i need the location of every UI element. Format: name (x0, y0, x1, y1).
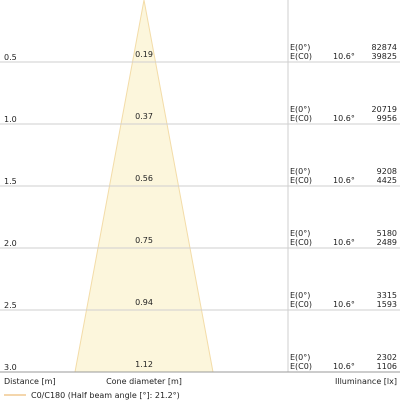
cone-diameter: 0.94 (135, 298, 153, 307)
ec0-label: E(C0) (290, 114, 312, 123)
e0-value: 2302 (377, 353, 397, 362)
e0-label: E(0°) (290, 43, 310, 52)
distance: 2.5 (4, 301, 17, 310)
e0-value: 5180 (377, 229, 397, 238)
ec0-value: 4425 (377, 176, 397, 185)
ec0-label: E(C0) (290, 52, 312, 61)
ec0-value: 1593 (377, 300, 397, 309)
ec0-label: E(C0) (290, 238, 312, 247)
footer-diameter: Cone diameter [m] (106, 377, 182, 386)
cone-diameter: 0.56 (135, 174, 153, 183)
ec0-label: E(C0) (290, 300, 312, 309)
distance: 3.0 (4, 363, 17, 372)
e0-label: E(0°) (290, 167, 310, 176)
cone-diameter: 1.12 (135, 360, 153, 369)
cone-diameter: 0.19 (135, 50, 153, 59)
ec0-value: 9956 (377, 114, 397, 123)
footer-illuminance: Illuminance [lx] (335, 377, 397, 386)
e0-value: 20719 (372, 105, 397, 114)
angle: 10.6° (333, 176, 355, 185)
ec0-label: E(C0) (290, 176, 312, 185)
ec0-value: 1106 (377, 362, 397, 371)
distance: 2.0 (4, 239, 17, 248)
angle: 10.6° (333, 300, 355, 309)
footer-distance: Distance [m] (4, 377, 56, 386)
e0-value: 9208 (377, 167, 397, 176)
distance: 1.0 (4, 115, 17, 124)
e0-label: E(0°) (290, 291, 310, 300)
distance: 0.5 (4, 53, 17, 62)
ec0-value: 2489 (377, 238, 397, 247)
e0-label: E(0°) (290, 105, 310, 114)
ec0-label: E(C0) (290, 362, 312, 371)
e0-label: E(0°) (290, 229, 310, 238)
angle: 10.6° (333, 362, 355, 371)
e0-value: 3315 (377, 291, 397, 300)
distance: 1.5 (4, 177, 17, 186)
ec0-value: 39825 (372, 52, 397, 61)
legend-label: C0/C180 (Half beam angle [°]: 21.2°) (31, 391, 180, 400)
cone-diameter: 0.75 (135, 236, 153, 245)
cone-diameter: 0.37 (135, 112, 153, 121)
e0-value: 82874 (372, 43, 397, 52)
angle: 10.6° (333, 114, 355, 123)
angle: 10.6° (333, 52, 355, 61)
e0-label: E(0°) (290, 353, 310, 362)
angle: 10.6° (333, 238, 355, 247)
